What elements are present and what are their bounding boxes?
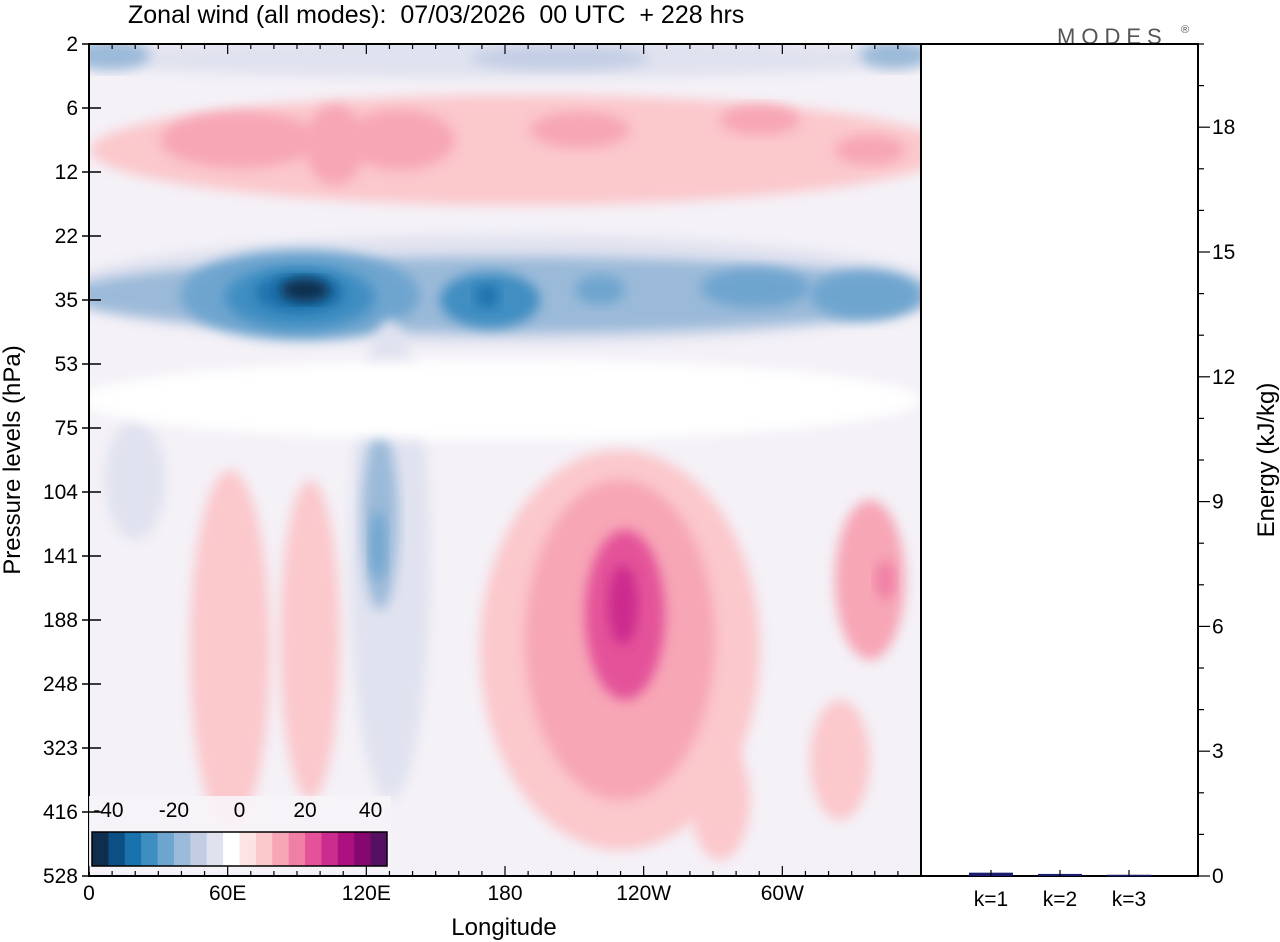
x-axis-label: Longitude — [451, 914, 556, 941]
colorbar-label: -20 — [159, 799, 189, 822]
contour-fields — [89, 44, 921, 860]
colorbar-frame — [91, 831, 388, 867]
contour-strat-westerly-f — [835, 135, 905, 165]
y-tick-label: 22 — [55, 225, 78, 248]
colorbar-label: 40 — [359, 799, 382, 822]
contour-lower-mid-westerly — [690, 740, 750, 860]
energy-panel: 0 3 6 9 12 15 18 k=1 k=2 k=3 Energy (kJ/kg) — [920, 43, 1280, 911]
contour-strat-westerly-c — [345, 110, 455, 170]
energy-axis-label: Energy (kJ/kg) — [1253, 383, 1280, 538]
energy-category-label: k=2 — [1043, 888, 1077, 911]
contour-africa-westerly-1 — [190, 470, 270, 830]
contour-pacific-westerly-3 — [608, 565, 638, 645]
contour-east-westerly — [835, 500, 905, 660]
contour-east-westerly-core — [875, 560, 895, 600]
y-tick-label: 416 — [43, 801, 78, 824]
y-tick-label: 2 — [66, 33, 78, 56]
colorbar-cells — [92, 832, 388, 866]
y-tick-label: 248 — [43, 673, 78, 696]
colorbar-cell — [239, 832, 257, 866]
colorbar-cell — [141, 832, 158, 866]
y-axis-ticks: 2 6 12 22 35 53 75 104 141 188 248 323 416 528 — [43, 33, 101, 888]
energy-tick-label: 18 — [1212, 116, 1235, 139]
energy-tick-label: 6 — [1212, 615, 1224, 638]
colorbar-cell — [157, 832, 175, 866]
colorbar-labels: -40 -20 0 20 40 — [93, 799, 382, 822]
y-tick-label: 323 — [43, 737, 78, 760]
registered-mark: ® — [1181, 24, 1189, 36]
contour-africa-westerly-2 — [280, 480, 340, 800]
energy-frame — [920, 43, 1199, 877]
x-tick-label: 60E — [209, 882, 246, 905]
contour-jet-right-3 — [575, 275, 625, 305]
y-tick-label: 141 — [43, 545, 78, 568]
colorbar-cell — [223, 832, 240, 866]
colorbar-cell — [124, 832, 142, 866]
colorbar-cell — [108, 832, 126, 866]
contour-jet-right-2 — [810, 270, 920, 320]
colorbar-label: 0 — [234, 799, 246, 822]
contour-jet-core-3 — [280, 278, 330, 302]
contour-strat-westerly-d — [530, 112, 630, 148]
y-tick-label: 35 — [55, 289, 78, 312]
y-tick-label: 12 — [55, 161, 78, 184]
y-tick-label: 6 — [66, 97, 78, 120]
energy-tick-label: 3 — [1212, 740, 1224, 763]
x-tick-label: 120W — [616, 882, 671, 905]
colorbar-label: -40 — [93, 799, 123, 822]
energy-tick-label: 9 — [1212, 491, 1224, 514]
x-axis-ticks: 0 60E 120E 180 120W 60W — [83, 44, 922, 905]
energy-category-labels: k=1 k=2 k=3 — [974, 888, 1146, 911]
colorbar-cell — [321, 832, 339, 866]
colorbar-cell — [173, 832, 191, 866]
contour-trop-light-band — [89, 360, 920, 440]
colorbar-cell — [206, 832, 224, 866]
y-tick-label: 75 — [55, 417, 78, 440]
contour-strat-westerly-b — [305, 105, 365, 185]
contour-panel — [89, 44, 921, 876]
contour-trop-easterly-core2 — [370, 510, 386, 580]
contour-strat-westerly-a — [160, 112, 320, 168]
y-axis-label: Pressure levels (hPa) — [0, 345, 26, 574]
energy-tick-label: 15 — [1212, 241, 1235, 264]
x-tick-label: 0 — [83, 882, 95, 905]
energy-category-label: k=1 — [974, 888, 1008, 911]
colorbar-cell — [288, 832, 306, 866]
colorbar: -40 -20 0 20 40 — [89, 796, 391, 872]
contour-lower-right-westerly — [810, 700, 870, 820]
x-tick-label: 60W — [761, 882, 804, 905]
contour-trop-easterly-west — [105, 420, 165, 540]
energy-tick-label: 12 — [1212, 366, 1235, 389]
x-tick-label: 120E — [342, 882, 391, 905]
contour-top-easterly-right — [860, 44, 921, 69]
y-tick-label: 188 — [43, 609, 78, 632]
colorbar-cell — [255, 832, 273, 866]
chart-title: Zonal wind (all modes): 07/03/2026 00 UT… — [128, 1, 744, 29]
colorbar-cell — [305, 832, 322, 866]
colorbar-cell — [272, 832, 290, 866]
y-tick-label: 104 — [43, 481, 78, 504]
colorbar-cell — [354, 832, 372, 866]
contour-top-easterly-left — [89, 44, 150, 70]
contour-jet-mid-2 — [475, 284, 499, 308]
energy-tick-label: 0 — [1212, 865, 1224, 888]
energy-category-label: k=3 — [1112, 888, 1146, 911]
colorbar-label: 20 — [293, 799, 316, 822]
contour-strat-westerly-e — [720, 105, 800, 135]
colorbar-cell — [337, 832, 355, 866]
y-tick-label: 53 — [55, 353, 78, 376]
contour-jet-right-1 — [700, 268, 810, 308]
y-tick-label: 528 — [43, 865, 78, 888]
x-tick-label: 180 — [487, 882, 522, 905]
energy-bars — [969, 870, 1151, 877]
colorbar-cell — [92, 832, 109, 866]
colorbar-cell — [190, 832, 208, 866]
energy-axis-ticks: 0 3 6 9 12 15 18 — [1198, 43, 1235, 888]
contour-top-easterly-mid — [470, 46, 650, 70]
colorbar-cell — [370, 832, 388, 866]
